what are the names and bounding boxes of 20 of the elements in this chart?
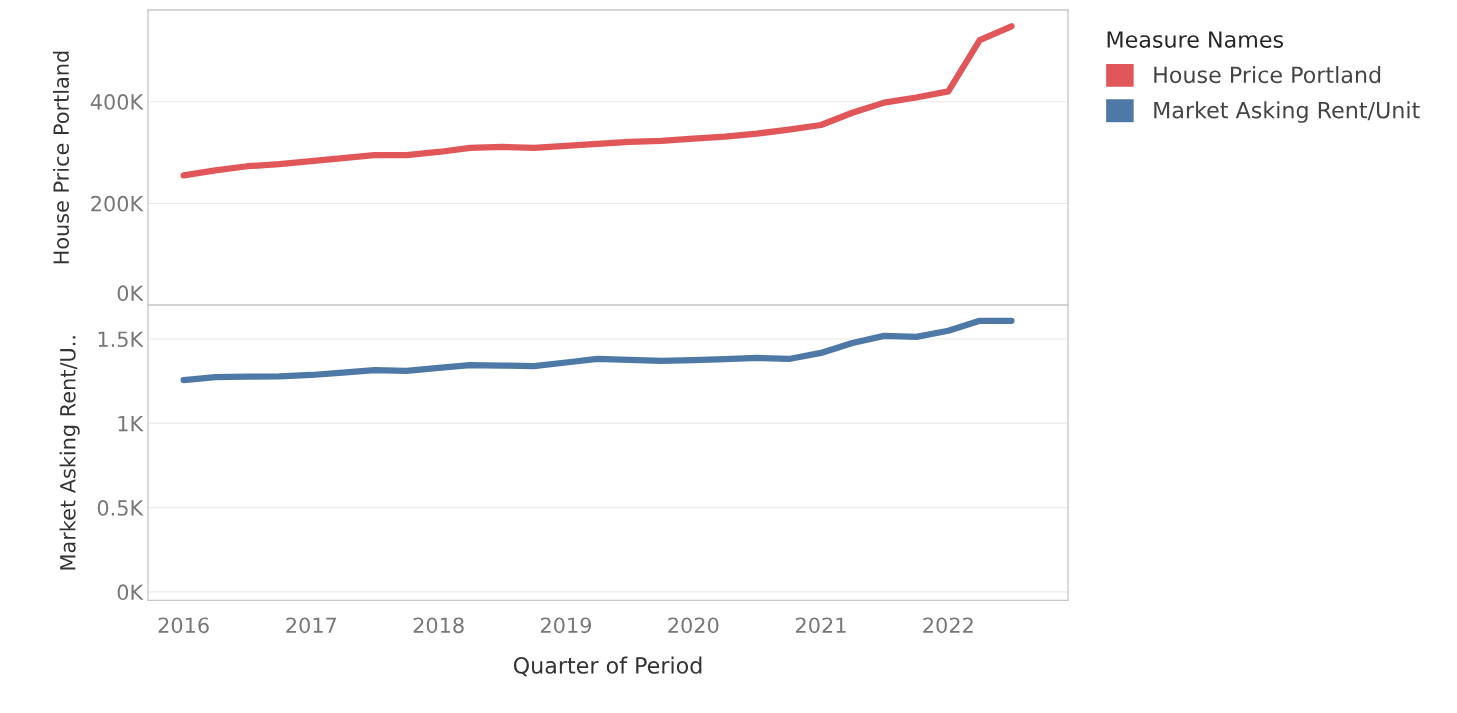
x-tick-label: 2022 [923,617,973,634]
y-tick-label: 0.5K [97,500,144,516]
x-tick-label: 2016 [158,617,209,634]
legend-title: Measure Names [1107,31,1284,48]
y-axis-title: House Price Portland [52,51,70,264]
x-tick-label: 2021 [796,617,846,634]
legend-label: House Price Portland [1154,65,1381,84]
x-tick-label: 2020 [668,617,719,634]
x-axis-title: Quarter of Period [513,656,702,677]
y-axis-title: Market Asking Rent/U.. [59,336,80,570]
x-tick-label: 2018 [413,617,464,634]
y-tick-label: 200K [91,195,144,212]
y-tick-label: 1.5K [98,331,144,348]
y-tick-label: 400K [90,94,144,110]
x-tick-label: 2017 [286,617,337,634]
y-tick-label: 0K [117,584,144,601]
legend-label: Market Asking Rent/Unit [1154,101,1420,123]
y-tick-label: 0K [117,285,144,302]
x-tick-label: 2019 [540,617,592,634]
y-tick-label: 1K [118,415,144,432]
